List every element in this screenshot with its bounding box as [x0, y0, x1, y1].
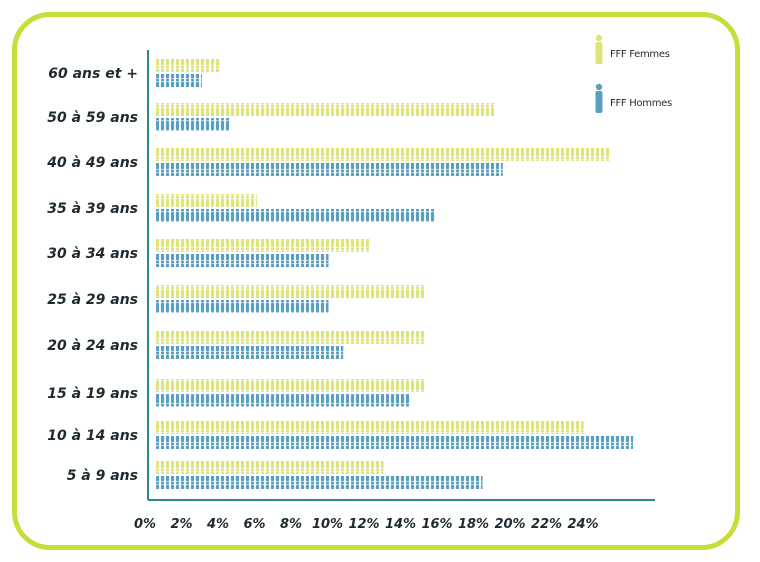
bar-hommes [156, 476, 483, 489]
legend-label: FFF Hommes [610, 98, 672, 109]
x-tick-label: 18% [458, 517, 489, 532]
category-label: 20 à 24 ans [47, 338, 138, 354]
bar-femmes [156, 285, 424, 298]
bar-femmes [156, 59, 221, 72]
x-tick-label: 24% [567, 517, 598, 532]
bar-hommes [156, 394, 410, 407]
x-tick-label: 4% [206, 517, 229, 532]
x-tick-label: 16% [421, 517, 452, 532]
chart-frame [12, 12, 740, 550]
bar-femmes [156, 331, 424, 344]
bar-femmes [156, 194, 257, 207]
category-label: 5 à 9 ans [67, 468, 138, 484]
category-label: 50 à 59 ans [47, 110, 138, 126]
category-label: 40 à 49 ans [46, 155, 138, 171]
bar-femmes [156, 379, 424, 392]
category-label: 10 à 14 ans [47, 428, 138, 444]
bar-hommes [156, 209, 435, 222]
category-label: 60 ans et + [48, 66, 138, 82]
bar-hommes [156, 163, 503, 176]
legend-label: FFF Femmes [610, 49, 670, 60]
category-label: 35 à 39 ans [47, 201, 138, 217]
x-tick-label: 6% [243, 517, 265, 532]
legend-item: FFF Hommes [595, 83, 672, 113]
x-tick-label: 0% [134, 517, 156, 532]
category-label: 30 à 34 ans [47, 246, 138, 262]
bar-femmes [156, 239, 369, 252]
bar-femmes [156, 103, 496, 116]
bar-hommes [156, 118, 230, 131]
bar-hommes [156, 300, 329, 313]
category-label: 25 à 29 ans [47, 292, 138, 308]
x-tick-label: 22% [531, 517, 562, 532]
man-figure-icon [595, 83, 603, 113]
x-tick-label: 12% [348, 517, 379, 532]
bar-hommes [156, 254, 329, 267]
woman-figure-icon [595, 34, 603, 64]
x-tick-label: 2% [170, 517, 192, 532]
x-tick-label: 8% [280, 517, 302, 532]
bar-femmes [156, 461, 384, 474]
bar-femmes [156, 421, 584, 434]
bar-hommes [156, 436, 634, 449]
category-label: 15 à 19 ans [47, 386, 138, 402]
x-tick-label: 14% [385, 517, 416, 532]
legend-item: FFF Femmes [595, 34, 670, 64]
bar-femmes [156, 148, 610, 161]
bar-hommes [156, 74, 202, 87]
bar-hommes [156, 346, 344, 359]
x-tick-label: 20% [494, 517, 525, 532]
x-tick-label: 10% [312, 517, 343, 532]
